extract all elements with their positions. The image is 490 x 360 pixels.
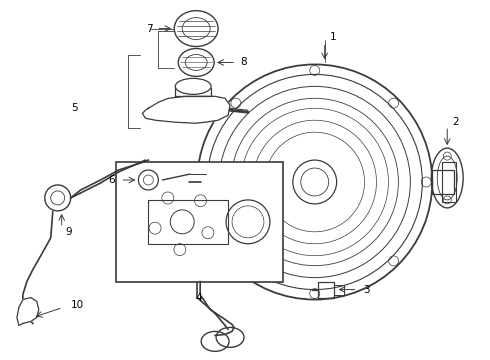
Text: 8: 8 — [240, 58, 246, 67]
Text: 9: 9 — [66, 227, 73, 237]
Ellipse shape — [175, 78, 211, 94]
Bar — [442, 162, 456, 202]
Text: 6: 6 — [108, 175, 115, 185]
Text: 10: 10 — [71, 300, 84, 310]
Text: 7: 7 — [146, 24, 152, 33]
Text: 5: 5 — [71, 103, 77, 113]
Polygon shape — [143, 96, 230, 123]
Text: 4: 4 — [196, 293, 202, 302]
Bar — [318, 282, 334, 298]
Bar — [432, 170, 454, 194]
Text: 3: 3 — [364, 284, 370, 294]
Text: 2: 2 — [452, 117, 459, 127]
Bar — [148, 200, 228, 244]
Bar — [334, 285, 343, 294]
Polygon shape — [17, 298, 39, 325]
Text: 1: 1 — [330, 32, 336, 41]
Bar — [116, 162, 283, 282]
